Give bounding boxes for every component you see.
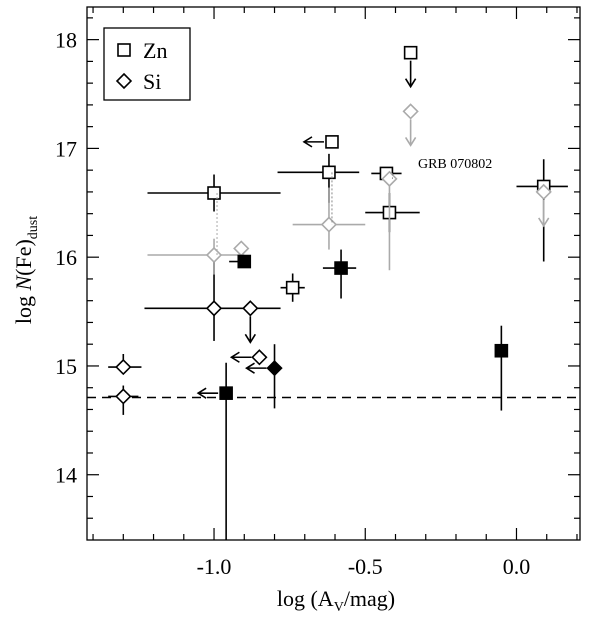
arrow-head — [196, 387, 207, 399]
data-point — [292, 187, 366, 250]
open-diamond-marker — [402, 103, 419, 120]
limit-arrow-left — [196, 387, 219, 399]
limit-arrow-down — [404, 119, 417, 147]
open-square-marker — [322, 165, 336, 180]
y-tick-label: 16 — [55, 245, 77, 270]
open-diamond-marker — [535, 183, 552, 201]
series-filled-square — [196, 249, 509, 540]
data-point — [242, 300, 259, 344]
data-point — [277, 153, 360, 203]
y-axis-label: log N(Fe)dust — [11, 216, 41, 324]
data-point — [147, 174, 281, 212]
arrow-head — [538, 217, 550, 228]
open-diamond-marker — [115, 358, 132, 376]
x-axis-label: log (AV/mag) — [277, 586, 395, 615]
data-point — [494, 325, 509, 411]
legend: Zn Si — [103, 27, 191, 101]
data-point — [365, 193, 420, 233]
open-square-marker — [285, 280, 300, 295]
series-filled-diamond — [245, 344, 283, 409]
data-point — [108, 353, 142, 376]
filled-square-marker — [334, 261, 348, 275]
arrow-head — [404, 78, 417, 89]
y-tick-label: 14 — [55, 463, 77, 488]
open-diamond-marker — [233, 240, 250, 257]
open-diamond-marker — [320, 216, 338, 233]
arrow-head — [245, 362, 255, 374]
data-point — [147, 238, 245, 275]
arrow-head — [244, 333, 257, 344]
data-point — [108, 385, 139, 415]
data-point — [280, 273, 305, 302]
x-tick-label: -1.0 — [197, 554, 232, 579]
series-open-diamond — [147, 103, 552, 275]
open-diamond-marker — [205, 300, 223, 317]
arrow-head — [302, 136, 313, 148]
limit-arrow-left — [229, 351, 252, 363]
open-diamond-marker — [115, 72, 133, 90]
filled-square-marker — [494, 343, 509, 358]
open-square-marker — [403, 45, 418, 60]
data-point — [403, 45, 418, 89]
filled-square-marker — [237, 254, 252, 269]
data-marks — [108, 45, 568, 540]
axis-ticks: -1.0 -0.5 0.0 14 15 16 17 18 — [55, 7, 580, 579]
data-point — [302, 135, 339, 149]
legend-label-si: Si — [143, 69, 161, 94]
data-point — [144, 253, 281, 341]
open-square-marker — [207, 186, 221, 200]
arrow-head — [404, 137, 417, 147]
open-square-marker — [117, 43, 131, 57]
annotations: GRB 070802 — [418, 157, 492, 172]
data-point — [245, 344, 283, 409]
x-tick-label: -0.5 — [348, 554, 383, 579]
y-tick-label: 17 — [55, 136, 77, 161]
limit-arrow-down — [404, 60, 417, 89]
filled-square-marker — [219, 386, 233, 400]
data-point — [402, 103, 419, 147]
open-square-marker — [325, 135, 339, 149]
data-point — [196, 362, 233, 540]
plot-area-border — [86, 6, 581, 541]
y-tick-label: 15 — [55, 354, 77, 379]
legend-label-zn: Zn — [143, 38, 167, 63]
data-point — [381, 170, 398, 271]
limit-arrow-down — [538, 199, 550, 228]
data-point — [535, 183, 552, 228]
x-tick-label: 0.0 — [503, 554, 531, 579]
data-point — [233, 240, 250, 257]
legend-box — [103, 27, 191, 101]
data-point — [322, 249, 357, 299]
filled-diamond-marker — [266, 360, 283, 377]
y-tick-label: 18 — [55, 28, 77, 53]
open-diamond-marker — [242, 300, 259, 317]
open-diamond-marker — [205, 246, 223, 264]
axis-labels: log N(Fe)dust log (AV/mag) — [11, 216, 395, 615]
plot-frame — [86, 6, 581, 541]
data-point — [516, 159, 568, 262]
open-diamond-marker — [115, 388, 132, 405]
data-point — [229, 254, 252, 269]
limit-arrow-left — [245, 362, 267, 374]
series-open-square — [147, 45, 568, 302]
grb-annotation: GRB 070802 — [418, 157, 492, 172]
open-diamond-marker — [251, 349, 268, 366]
data-point — [229, 349, 268, 366]
limit-arrow-down — [244, 316, 257, 344]
arrow-head — [229, 351, 240, 363]
limit-arrow-left — [302, 136, 324, 148]
series-open-diamond — [108, 253, 281, 415]
